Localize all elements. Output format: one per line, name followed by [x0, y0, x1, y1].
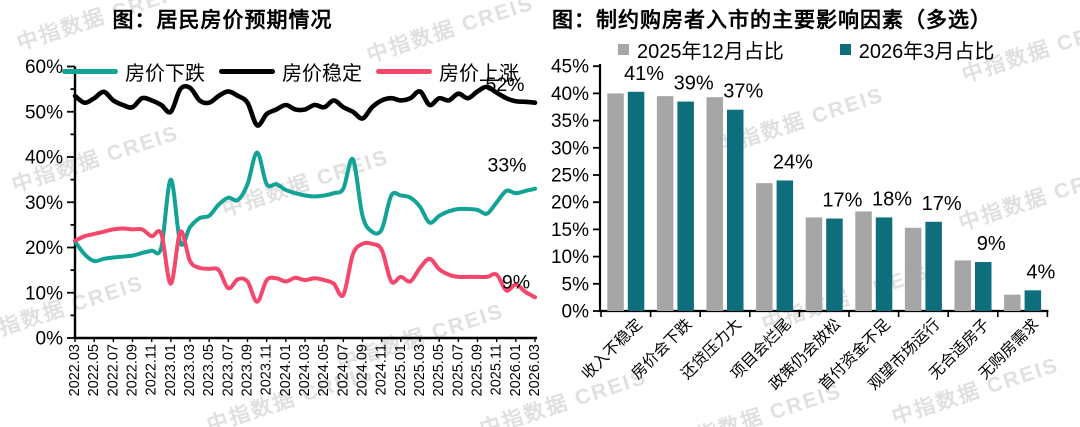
x-tick-label: 2026.03: [527, 344, 543, 396]
x-tick-label: 2024.01: [278, 344, 294, 396]
legend-label: 2025年12月占比: [637, 41, 784, 63]
y-tick-label: 10%: [25, 283, 63, 304]
bar-value-label: 9%: [977, 233, 1006, 255]
bar-2026-03: [975, 262, 992, 311]
y-tick-label: 50%: [25, 102, 63, 123]
y-tick-label: 40%: [551, 84, 589, 105]
line-chart-title: 图：居民房价预期情况: [112, 8, 333, 32]
price-down-line: [73, 150, 537, 264]
y-tick-label: 45%: [551, 57, 589, 78]
bar-2026-03: [677, 101, 694, 311]
y-tick-label: 0%: [562, 302, 590, 323]
x-tick-label: 2025.01: [393, 344, 409, 396]
legend-swatch: [219, 69, 275, 74]
bar-2026-03: [776, 180, 794, 311]
x-tick-label: 2024.03: [297, 344, 313, 396]
legend-swatch: [618, 44, 629, 55]
y-tick-label: 20%: [551, 193, 589, 214]
y-tick-label: 35%: [551, 111, 589, 132]
y-tick-label: 60%: [25, 57, 63, 78]
legend-label: 2026年3月占比: [858, 41, 995, 63]
x-tick-label: 2024.09: [355, 344, 371, 396]
x-tick-label: 2025.05: [431, 344, 447, 396]
bar-2026-03: [627, 91, 645, 311]
bar-chart-legend: 2025年12月占比 2026年3月占比: [618, 35, 994, 64]
bar-2025-12: [954, 260, 971, 311]
x-tick-label: 2025.03: [412, 344, 428, 396]
bar-value-label: 4%: [1026, 261, 1055, 283]
price-up-line: [73, 226, 537, 304]
legend-swatch: [376, 69, 432, 74]
x-tick-label: 2023.11: [259, 344, 275, 395]
x-tick-label: 2023.09: [240, 344, 256, 396]
x-tick-label: 2024.11: [374, 344, 390, 395]
legend-item-1: 房价稳定: [219, 57, 362, 86]
line-end-label: 52%: [485, 74, 524, 96]
legend-item-1: 2026年3月占比: [839, 35, 995, 64]
bar-chart: 0%5%10%15%20%25%30%35%40%45% 41%收入不稳定39%房…: [551, 57, 1056, 394]
legend-label: 房价稳定: [282, 63, 362, 85]
y-tick-label: 0%: [36, 329, 64, 350]
x-tick-label: 2022.07: [105, 344, 121, 396]
bar-value-label: 18%: [872, 188, 912, 210]
legend-item-0: 房价下跌: [62, 57, 205, 86]
bar-2025-12: [904, 227, 922, 311]
x-tick-label: 2022.03: [67, 344, 83, 396]
bar-2025-12: [706, 97, 723, 311]
x-tick-label: 2026.01: [508, 344, 524, 396]
bar-2025-12: [805, 217, 823, 311]
legend-label: 房价上涨: [439, 63, 519, 85]
bar-chart-title: 图：制约购房者入市的主要影响因素（多选）: [552, 8, 992, 32]
line-end-label: 9%: [502, 271, 530, 293]
x-tick-label: 2023.03: [182, 344, 198, 396]
x-tick-label: 2022.05: [86, 344, 102, 396]
bar-2025-12: [1004, 294, 1021, 311]
legend-item-0: 2025年12月占比: [618, 35, 784, 64]
bar-value-label: 17%: [822, 190, 862, 212]
bar-2026-03: [925, 221, 942, 311]
legend-label: 房价下跌: [125, 63, 205, 85]
y-tick-label: 30%: [551, 138, 589, 159]
bar-2025-12: [607, 93, 624, 312]
y-tick-label: 40%: [25, 148, 63, 169]
line-chart: 0%10%20%30%40%50%60%2022.03 2022.05 2022.0…: [25, 57, 543, 396]
bar-value-label: 17%: [922, 193, 962, 215]
bar-2025-12: [756, 183, 773, 311]
line-chart-legend: 房价下跌 房价稳定 房价上涨: [62, 57, 519, 86]
y-tick-label: 15%: [551, 220, 589, 241]
bar-2026-03: [727, 109, 744, 311]
y-tick-label: 20%: [25, 238, 63, 259]
bar-value-label: 24%: [773, 151, 813, 173]
x-tick-label: 2023.07: [220, 344, 236, 396]
bar-2025-12: [656, 96, 674, 312]
y-tick-label: 5%: [562, 274, 590, 295]
x-tick-label: 2025.09: [470, 344, 486, 396]
line-end-label: 33%: [487, 155, 526, 177]
y-tick-label: 30%: [25, 193, 63, 214]
bar-value-label: 37%: [723, 81, 763, 103]
price-stable-line: [72, 83, 538, 128]
bar-2025-12: [855, 211, 872, 311]
bar-value-label: 41%: [624, 63, 664, 85]
x-tick-label: 2024.05: [316, 344, 332, 396]
y-tick-label: 10%: [551, 247, 589, 268]
x-tick-label: 2022.09: [125, 344, 141, 396]
bar-2026-03: [875, 217, 893, 311]
bar-value-label: 39%: [674, 73, 714, 95]
bar-2026-03: [1024, 290, 1042, 311]
x-tick-label: 2025.11: [489, 344, 505, 395]
legend-item-2: 房价上涨: [376, 57, 519, 86]
x-tick-label: 2022.11: [144, 344, 160, 395]
x-tick-label: 2023.05: [201, 344, 217, 396]
legend-swatch: [62, 69, 118, 74]
x-tick-label: 2023.01: [163, 344, 179, 396]
x-tick-label: 2024.07: [335, 344, 351, 396]
bar-2026-03: [826, 218, 843, 311]
legend-swatch: [839, 44, 851, 55]
x-tick-label: 2025.07: [450, 344, 466, 396]
y-tick-label: 25%: [551, 166, 589, 187]
